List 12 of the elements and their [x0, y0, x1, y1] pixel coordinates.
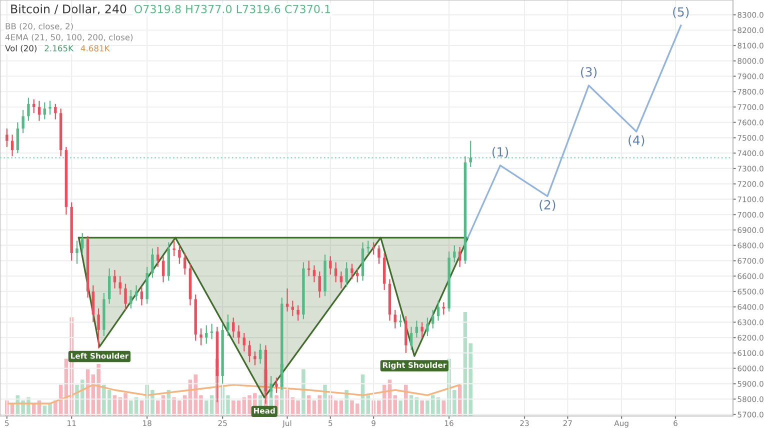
annotation: (4)	[628, 135, 644, 146]
annotation: 4EMA (21, 50, 100, 200, close)	[5, 34, 133, 42]
annotation: (1)	[492, 146, 508, 158]
chart-title: Bitcoin / Dollar, 240	[11, 4, 126, 15]
annotation: (2)	[540, 200, 556, 211]
annotation: Vol (20)	[5, 44, 37, 52]
annotation: O7319.8 H7377.0 L7319.6 C7370.1	[134, 4, 330, 14]
annotation: (5)	[673, 6, 689, 18]
annotation: (3)	[580, 66, 597, 78]
annotation: 4.681K	[80, 45, 110, 52]
annotation: 2.165K	[44, 45, 74, 52]
annotation: BB (20, close, 2)	[6, 22, 73, 30]
